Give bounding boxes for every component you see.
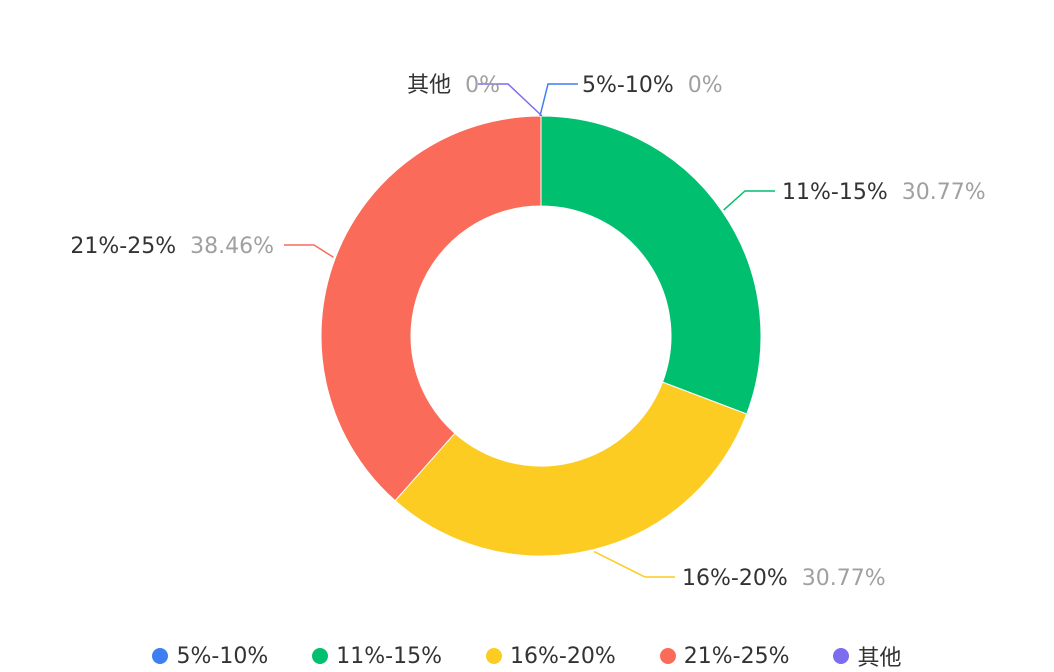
slice-label-name: 21%-25% [70, 234, 176, 259]
slice-labels-group: 5%-10% 0% 11%-15% 30.77% 16%-20% 30.77% 21%-25… [70, 73, 985, 591]
legend-marker [485, 648, 502, 664]
leader-lines-group [284, 83, 775, 578]
legend-item[interactable]: 16%-20% [485, 643, 616, 669]
slice-label-value: 30.77% [802, 566, 886, 591]
legend-item[interactable]: 21%-25% [659, 643, 790, 669]
slice-label: 其他 0% [407, 73, 500, 98]
slice-label-value: 0% [465, 73, 500, 98]
legend-label: 11%-15% [336, 643, 442, 669]
slice-16%-20%[interactable] [394, 381, 748, 557]
slice-label-value: 38.46% [190, 234, 274, 259]
leader-line [593, 550, 675, 578]
slice-label-name: 5%-10% [582, 73, 674, 98]
legend-item[interactable]: 11%-15% [312, 644, 442, 669]
slices-group [320, 115, 762, 557]
slice-label-value: 0% [688, 73, 723, 98]
slice-label-name: 16%-20% [682, 566, 788, 591]
slice-11%-15%[interactable] [540, 115, 762, 415]
leader-line [723, 190, 775, 211]
slice-label: 16%-20% 30.77% [682, 566, 886, 591]
legend-label: 其他 [857, 646, 902, 671]
slice-21%-25%[interactable] [320, 115, 542, 502]
legend-item[interactable]: 5%-10% [152, 644, 268, 669]
slice-label: 21%-25% 38.46% [70, 234, 274, 259]
chart-legend: 5%-10% 11%-15% 16%-20% 21%-25% 其他 [0, 640, 1054, 672]
legend-marker [152, 648, 169, 664]
slice-label: 11%-15% 30.77% [782, 180, 986, 205]
legend-marker [659, 648, 676, 664]
leader-line [478, 83, 543, 117]
leader-line [539, 83, 578, 117]
legend-label: 16%-20% [509, 643, 616, 669]
leader-line [284, 244, 334, 258]
legend-label: 21%-25% [683, 643, 790, 669]
legend-item[interactable]: 其他 [833, 640, 902, 672]
slice-label-name: 11%-15% [782, 180, 888, 205]
legend-marker [312, 648, 329, 664]
slice-label-value: 30.77% [902, 180, 986, 205]
legend-label: 5%-10% [176, 643, 269, 669]
legend-marker [833, 648, 850, 664]
slice-label: 5%-10% 0% [582, 73, 723, 98]
slice-label-name: 其他 [407, 73, 451, 98]
